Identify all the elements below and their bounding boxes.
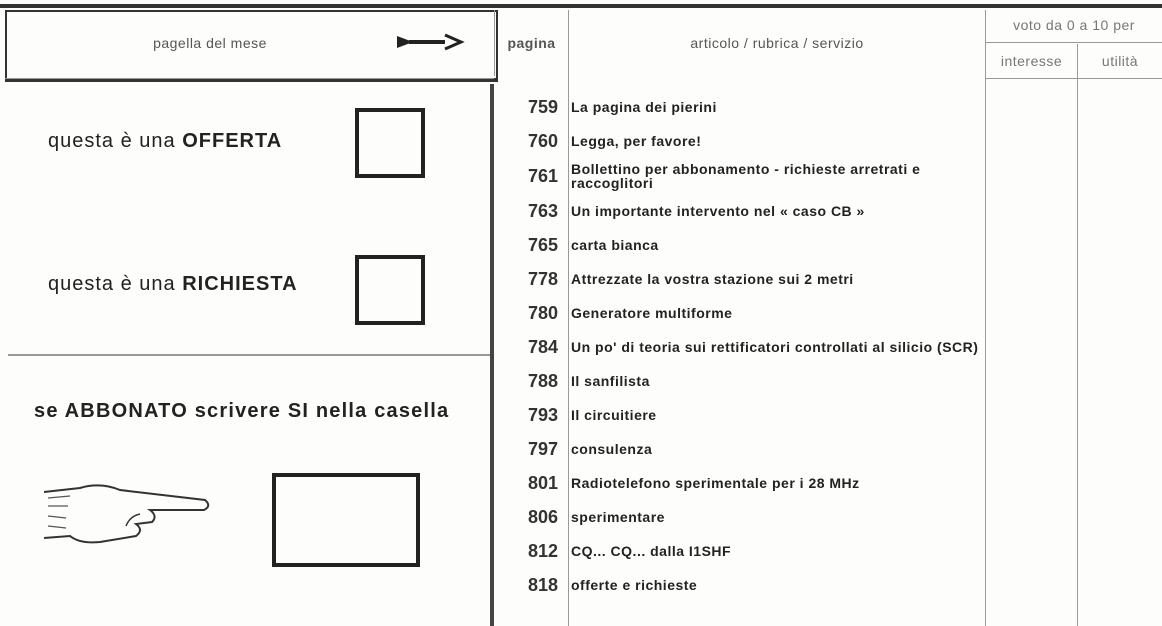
article-title: Un po' di teoria sui rettificatori contr… [568,336,981,358]
row: 812 CQ... CQ... dalla I1SHF [495,534,985,568]
rows: 759 La pagina dei pierini 760 Legga, per fa… [495,90,985,602]
article-title: consulenza [568,438,981,460]
article-title: Bollettino per abbonamento - richieste a… [568,158,981,194]
page-number: 760 [527,130,558,151]
row: 797 consulenza [495,432,985,466]
article-title: offerte e richieste [568,574,981,596]
request-label: questa è una RICHIESTA [48,273,298,296]
header-left-frame [5,10,498,82]
article-title: Il circuitiere [568,404,981,426]
request-prefix: questa è una [48,273,176,295]
page-number: 793 [527,404,558,425]
row: 784 Un po' di teoria sui rettificatori co… [495,330,985,364]
row: 818 offerte e richieste [495,568,985,602]
row: 761 Bollettino per abbonamento - richiest… [495,158,985,194]
article-title: Generatore multiforme [568,302,981,324]
pointing-hand [43,484,210,544]
header-vote: voto da 0 a 10 per [1013,17,1135,33]
offer-word: OFFERTA [182,130,283,152]
offer-label: questa è una OFFERTA [48,130,282,153]
article-title: Radiotelefono sperimentale per i 28 MHz [568,472,981,494]
subscriber-box[interactable] [272,473,420,567]
header-left-title: pagella del mese [153,35,267,51]
row: 801 Radiotelefono sperimentale per i 28 M… [495,466,985,500]
page-number: 788 [527,370,558,391]
page-number: 759 [527,96,558,117]
article-title: carta bianca [568,234,981,256]
top-rule [0,4,1162,8]
header-utility: utilità [1101,53,1139,69]
article-title: Attrezzate la vostra stazione sui 2 metr… [568,268,981,290]
request-box[interactable] [355,255,425,325]
page-number: 763 [527,200,558,221]
page-number: 780 [527,302,558,323]
page-number: 818 [527,574,558,595]
request-word: RICHIESTA [182,273,298,295]
header-page: pagina [507,35,556,51]
row: 765 carta bianca [495,228,985,262]
page-number: 765 [527,234,558,255]
offer-box[interactable] [355,108,425,178]
row: 759 La pagina dei pierini [495,90,985,124]
page-number: 806 [527,506,558,527]
row: 780 Generatore multiforme [495,296,985,330]
page-number: 797 [527,438,558,459]
row: 760 Legga, per favore! [495,124,985,158]
page-number: 761 [527,165,558,186]
page-number: 778 [527,268,558,289]
page-number: 784 [527,336,558,357]
article-title: Un importante intervento nel « caso CB » [568,200,981,222]
row: 806 sperimentare [495,500,985,534]
page-number: 812 [527,540,558,561]
article-title: sperimentare [568,506,981,528]
row: 793 Il circuitiere [495,398,985,432]
article-title: CQ... CQ... dalla I1SHF [568,540,981,562]
article-title: Legga, per favore! [568,130,981,152]
article-title: Il sanfilista [568,370,981,392]
row: 763 Un importante intervento nel « caso C… [495,194,985,228]
header-article: articolo / rubrica / servizio [690,35,864,51]
row: 778 Attrezzate la vostra stazione sui 2 m… [495,262,985,296]
header-interest: interesse [1000,53,1063,69]
subscriber-label: se ABBONATO scrivere SI nella casella [34,400,450,422]
page-number: 801 [527,472,558,493]
row: 788 Il sanfilista [495,364,985,398]
arrow-icon [397,33,465,51]
article-title: La pagina dei pierini [568,96,981,118]
offer-prefix: questa è una [48,130,176,152]
